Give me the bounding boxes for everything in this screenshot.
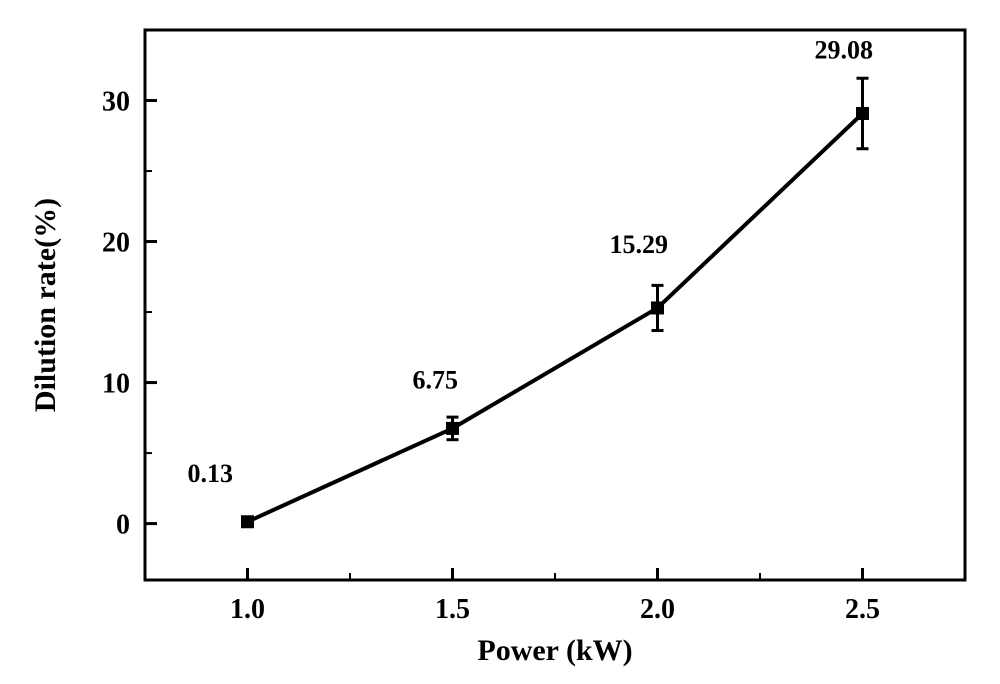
- svg-text:30: 30: [102, 87, 130, 118]
- svg-text:15.29: 15.29: [610, 230, 669, 259]
- svg-text:2.0: 2.0: [640, 594, 675, 625]
- svg-text:2.5: 2.5: [845, 594, 880, 625]
- svg-text:20: 20: [102, 228, 130, 259]
- svg-text:1.0: 1.0: [230, 594, 265, 625]
- svg-text:Dilution rate(%): Dilution rate(%): [29, 198, 62, 412]
- svg-text:10: 10: [102, 369, 130, 400]
- svg-text:6.75: 6.75: [413, 365, 459, 394]
- svg-text:29.08: 29.08: [815, 35, 874, 64]
- dilution-rate-chart: 1.0 1.5 2.0 2.5 0 10 20 30 Power (kW) Dilution ra…: [0, 0, 1000, 684]
- svg-text:1.5: 1.5: [435, 594, 470, 625]
- svg-text:0.13: 0.13: [188, 459, 234, 488]
- svg-text:0: 0: [116, 510, 130, 541]
- svg-text:Power (kW): Power (kW): [477, 634, 632, 667]
